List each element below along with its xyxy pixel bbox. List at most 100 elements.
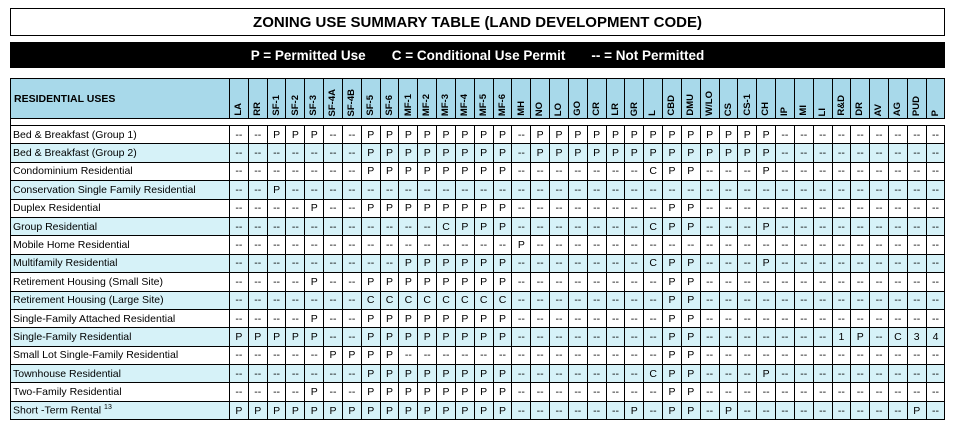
permission-cell: --: [567, 382, 588, 402]
permission-cell: P: [266, 327, 287, 347]
permission-cell: P: [530, 143, 551, 163]
permission-cell: --: [812, 290, 833, 310]
permission-cell: --: [567, 327, 588, 347]
permission-cell: --: [925, 180, 946, 200]
permission-cell: --: [699, 253, 720, 274]
permission-cell: C: [436, 290, 456, 310]
legend-bar: P = Permitted Use C = Conditional Use Pe…: [10, 42, 945, 68]
permission-cell: --: [586, 161, 607, 182]
permission-cell: --: [831, 290, 852, 310]
use-name: Single-Family Residential: [13, 330, 132, 343]
permission-cell: P: [360, 143, 381, 163]
permission-cell: --: [906, 308, 927, 329]
permission-cell: --: [887, 161, 908, 182]
permission-cell: --: [643, 400, 664, 421]
permission-cell: --: [586, 327, 607, 347]
permission-cell: --: [793, 345, 814, 366]
zone-header: RR: [247, 78, 268, 119]
permission-cell: --: [417, 180, 438, 200]
permission-cell: P: [662, 216, 682, 237]
permission-cell: --: [511, 216, 532, 237]
permission-cell: P: [680, 364, 701, 384]
permission-cell: --: [398, 235, 419, 255]
permission-cell: --: [887, 235, 908, 255]
permission-cell: --: [285, 272, 306, 292]
use-name: Retirement Housing (Small Site): [13, 275, 163, 288]
permission-cell: --: [850, 290, 871, 310]
permission-cell: --: [850, 272, 871, 292]
zone-label: CBD: [666, 95, 678, 116]
zone-header: SF-4B: [341, 78, 362, 119]
permission-cell: P: [379, 400, 400, 421]
permission-cell: --: [511, 382, 532, 402]
use-name: Multifamily Residential: [13, 257, 118, 270]
use-name: Conservation Single Family Residential: [13, 183, 196, 196]
permission-cell: --: [812, 308, 833, 329]
zone-header: GO: [567, 78, 588, 119]
permission-cell: --: [812, 364, 833, 384]
use-name-cell: Retirement Housing (Small Site): [10, 272, 230, 292]
zone-header: MF-3: [436, 78, 456, 119]
permission-cell: P: [680, 143, 701, 163]
zone-label: SF-5: [364, 95, 376, 116]
permission-cell: P: [530, 124, 551, 145]
permission-cell: --: [605, 345, 626, 366]
permission-cell: P: [662, 345, 682, 366]
permission-cell: --: [567, 161, 588, 182]
permission-cell: P: [398, 161, 419, 182]
permission-cell: --: [624, 327, 645, 347]
permission-cell: P: [454, 382, 475, 402]
permission-cell: --: [229, 124, 249, 145]
use-name-cell: Single-Family Residential: [10, 327, 230, 347]
permission-cell: P: [492, 327, 513, 347]
permission-cell: --: [266, 253, 287, 274]
permission-cell: P: [436, 161, 456, 182]
zone-header: LR: [605, 78, 626, 119]
permission-cell: --: [793, 124, 814, 145]
zone-label: DMU: [685, 94, 697, 116]
permission-cell: --: [341, 290, 362, 310]
permission-cell: --: [925, 235, 946, 255]
permission-cell: --: [530, 400, 551, 421]
zone-label: DR: [854, 102, 866, 116]
permission-cell: P: [473, 216, 494, 237]
zone-header: SF-5: [360, 78, 381, 119]
permission-cell: --: [869, 290, 889, 310]
permission-cell: --: [285, 235, 306, 255]
permission-cell: --: [887, 400, 908, 421]
permission-cell: --: [247, 180, 268, 200]
permission-cell: --: [417, 345, 438, 366]
permission-cell: P: [247, 400, 268, 421]
permission-cell: --: [511, 345, 532, 366]
permission-cell: --: [869, 382, 889, 402]
permission-cell: --: [737, 161, 758, 182]
permission-cell: --: [624, 198, 645, 218]
zone-header: CS: [718, 78, 739, 119]
permission-cell: P: [737, 143, 758, 163]
use-name: Condominium Residential: [13, 165, 133, 178]
permission-cell: P: [662, 327, 682, 347]
permission-cell: --: [831, 124, 852, 145]
permission-cell: P: [360, 345, 381, 366]
permission-cell: --: [887, 253, 908, 274]
permission-cell: --: [887, 308, 908, 329]
permission-cell: --: [454, 235, 475, 255]
permission-cell: --: [699, 327, 720, 347]
zone-label: L: [647, 110, 659, 116]
permission-cell: --: [718, 382, 739, 402]
permission-cell: --: [699, 345, 720, 366]
permission-cell: --: [737, 180, 758, 200]
permission-cell: --: [887, 124, 908, 145]
permission-cell: --: [229, 290, 249, 310]
permission-cell: P: [323, 400, 343, 421]
permission-cell: --: [530, 253, 551, 274]
permission-cell: P: [285, 327, 306, 347]
permission-cell: P: [266, 400, 287, 421]
permission-cell: --: [756, 235, 777, 255]
permission-cell: --: [869, 216, 889, 237]
permission-cell: --: [549, 364, 569, 384]
permission-cell: P: [436, 308, 456, 329]
permission-cell: P: [662, 272, 682, 292]
permission-cell: P: [398, 272, 419, 292]
permission-cell: --: [360, 235, 381, 255]
